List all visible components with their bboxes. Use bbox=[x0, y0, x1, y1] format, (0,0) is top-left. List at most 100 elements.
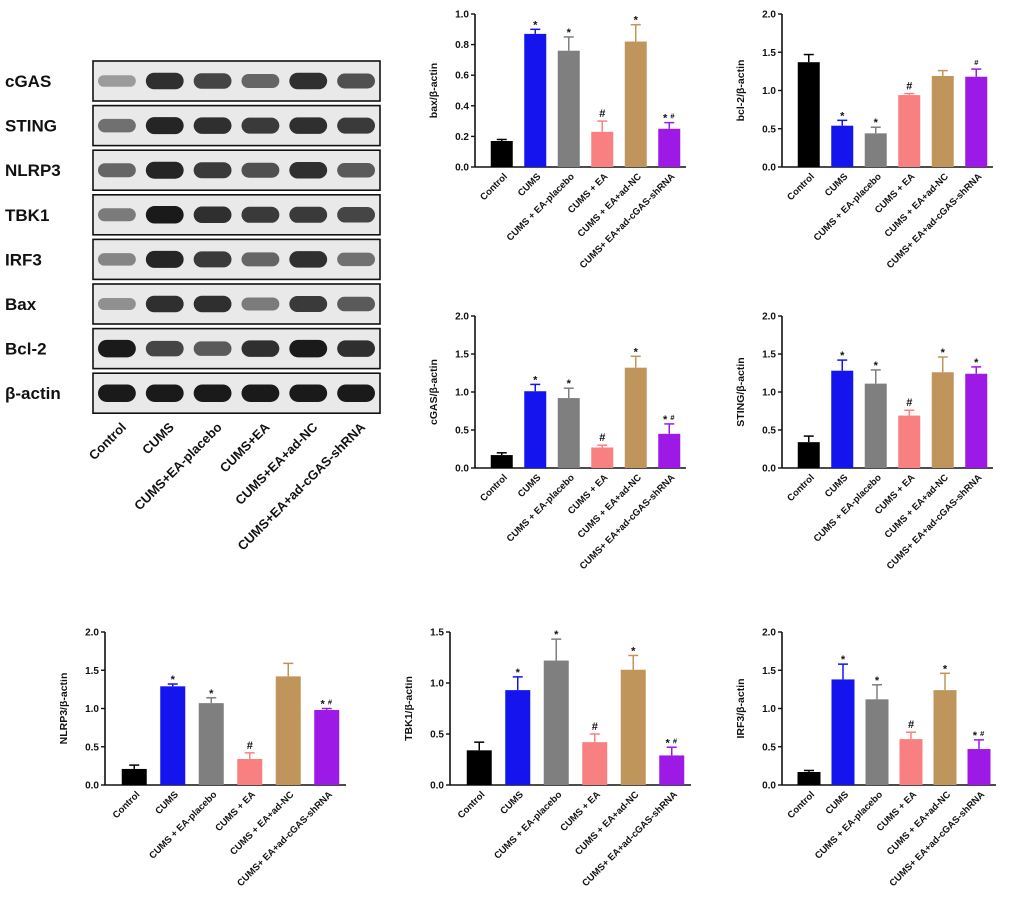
bar-cums-ea-ad-nc bbox=[624, 41, 647, 167]
y-axis-label: cGAS/β-actin bbox=[428, 359, 440, 425]
significance-marker: * bbox=[840, 350, 845, 362]
bar-cums-ea-placebo bbox=[198, 703, 224, 785]
bar-cums-ea-ad-cgas-shrna bbox=[314, 710, 340, 785]
significance-marker: # bbox=[906, 397, 912, 409]
x-tick-label-control: Control bbox=[785, 171, 817, 203]
y-tick-label: 0.5 bbox=[430, 730, 444, 741]
blot-band bbox=[193, 162, 232, 179]
blot-lane-label-cums-ea-ad-nc: CUMS+EA+ad-NC bbox=[232, 419, 321, 508]
bar-cums bbox=[831, 370, 854, 468]
x-tick-label-cums-ea-placebo: CUMS + EA-placebo bbox=[147, 789, 219, 861]
x-tick-label-cums: CUMS bbox=[498, 789, 526, 817]
significance-marker: * bbox=[567, 27, 572, 39]
chart-cgas: cGAS/β-actin 0.0 0.5 1.0 1.5 2.0 Control * CUMS *… bbox=[428, 312, 686, 572]
y-tick-label: 1.0 bbox=[455, 388, 469, 399]
bar-cums-ea-placebo bbox=[543, 660, 569, 785]
bar-cums bbox=[524, 391, 547, 468]
blot-lane-label-cums: CUMS bbox=[139, 419, 177, 457]
blot-band bbox=[193, 251, 232, 268]
blot-band bbox=[289, 296, 328, 312]
bar-cums-ea-placebo bbox=[557, 398, 580, 468]
significance-marker: * bbox=[631, 645, 636, 657]
x-tick-label-cums: CUMS bbox=[823, 171, 851, 199]
y-tick-label: 0.0 bbox=[455, 464, 469, 475]
x-tick-label-control: Control bbox=[456, 789, 488, 821]
significance-marker: * bbox=[874, 117, 879, 129]
significance-marker: # bbox=[673, 736, 678, 745]
bar-cums-ea bbox=[591, 131, 614, 167]
bar-control bbox=[797, 771, 821, 785]
blot-band bbox=[98, 118, 136, 133]
bar-cums-ea-ad-nc bbox=[931, 75, 954, 167]
bar-cums-ea bbox=[898, 95, 921, 167]
y-tick-label: 1.5 bbox=[762, 350, 776, 361]
significance-marker: * bbox=[533, 19, 538, 31]
blot-band bbox=[241, 297, 280, 311]
blot-band bbox=[145, 340, 184, 357]
y-tick-label: 0.5 bbox=[762, 124, 776, 135]
bar-cums-ea-placebo bbox=[557, 50, 580, 167]
significance-marker: * bbox=[567, 378, 572, 390]
blot-band bbox=[98, 298, 136, 310]
y-tick-label: 2.0 bbox=[455, 312, 469, 323]
y-tick-label: 1.5 bbox=[430, 628, 444, 639]
blot-band bbox=[193, 73, 232, 89]
blot-row-label-sting: STING bbox=[5, 117, 57, 136]
y-axis-label: STING/β-actin bbox=[735, 357, 747, 426]
blot-band bbox=[241, 252, 280, 267]
blot-row-label-bax: Bax bbox=[5, 295, 37, 314]
blot-row-box bbox=[92, 327, 381, 370]
bar-cums-ea-ad-cgas-shrna bbox=[965, 76, 988, 167]
blot-band bbox=[241, 206, 280, 223]
bar-cums-ea-ad-cgas-shrna bbox=[965, 373, 988, 468]
significance-marker: # bbox=[592, 721, 598, 733]
y-tick-label: 1.0 bbox=[762, 704, 776, 715]
blot-row-box bbox=[92, 372, 381, 415]
blot-band bbox=[289, 72, 328, 90]
y-axis-label: NLRP3/β-actin bbox=[60, 673, 70, 745]
blot-band bbox=[289, 161, 328, 179]
bar-cums bbox=[524, 33, 547, 167]
y-axis-label: IRF3/β-actin bbox=[735, 678, 747, 738]
blot-row-box bbox=[92, 60, 381, 102]
x-tick-label-cums: CUMS bbox=[824, 789, 852, 817]
significance-marker: # bbox=[908, 719, 914, 731]
y-tick-label: 1.0 bbox=[455, 10, 469, 21]
y-tick-label: 2.0 bbox=[762, 10, 776, 21]
y-tick-label: 0.0 bbox=[762, 781, 776, 792]
significance-marker: * bbox=[634, 15, 639, 27]
blot-row-box bbox=[92, 149, 381, 191]
x-tick-label-control: Control bbox=[478, 171, 510, 203]
blot-band bbox=[337, 73, 375, 89]
y-tick-label: 0.5 bbox=[455, 426, 469, 437]
blot-row-box bbox=[92, 283, 381, 325]
blot-band bbox=[98, 339, 136, 358]
bar-cums-ea-placebo bbox=[865, 699, 889, 785]
blot-band bbox=[289, 206, 328, 223]
y-tick-label: 0.0 bbox=[762, 163, 776, 174]
chart-sting: STING/β-actin 0.0 0.5 1.0 1.5 2.0 Control * CUMS… bbox=[735, 312, 993, 572]
x-tick-label-cums: CUMS bbox=[153, 789, 181, 817]
chart-bax: bax/β-actin 0.0 0.2 0.4 0.6 0.8 1.0 Control * CUM… bbox=[428, 10, 686, 271]
blot-band bbox=[289, 339, 328, 358]
x-tick-label-cums-ea-ad-nc: CUMS + EA+ad-NC bbox=[573, 789, 641, 857]
blot-band bbox=[337, 117, 375, 134]
y-tick-label: 1.5 bbox=[85, 666, 99, 677]
significance-marker: # bbox=[670, 112, 675, 121]
blot-band bbox=[289, 117, 328, 134]
blot-band bbox=[193, 295, 232, 313]
bar-cums-ea-ad-cgas-shrna bbox=[658, 128, 681, 167]
bar-cums bbox=[505, 690, 531, 785]
significance-marker: # bbox=[974, 58, 979, 67]
y-tick-label: 2.0 bbox=[762, 628, 776, 639]
y-tick-label: 1.0 bbox=[85, 704, 99, 715]
bar-control bbox=[490, 140, 513, 167]
significance-marker: * bbox=[943, 663, 948, 675]
blot-row-label-actin: β-actin bbox=[5, 384, 61, 403]
significance-marker: * bbox=[171, 674, 176, 686]
x-tick-label-cums-ea-placebo: CUMS + EA-placebo bbox=[492, 789, 564, 861]
blot-band bbox=[337, 340, 375, 357]
blot-band bbox=[145, 161, 184, 179]
x-tick-label-control: Control bbox=[478, 472, 510, 504]
significance-marker: * bbox=[665, 737, 670, 749]
